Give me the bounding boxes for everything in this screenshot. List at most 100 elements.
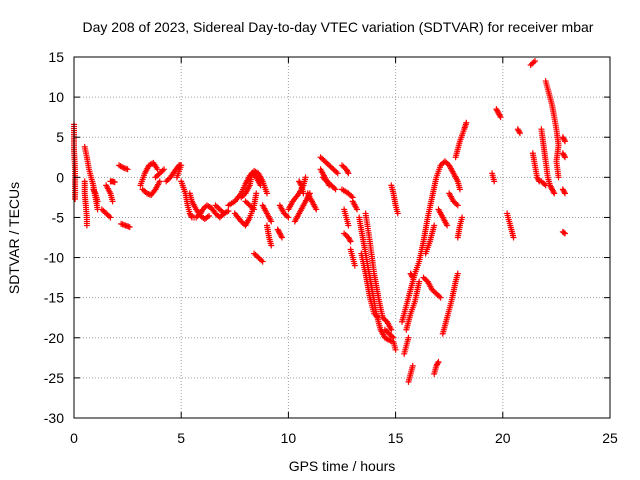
series-arc-ax [422, 222, 438, 257]
data-point [409, 362, 416, 369]
x-tick-label: 15 [388, 430, 404, 446]
data-point [156, 178, 163, 185]
series-arc-k [139, 178, 163, 198]
data-point [463, 119, 470, 126]
grid-lines [74, 57, 610, 418]
series-arc-x [276, 202, 292, 221]
series-arc-aw [420, 274, 444, 301]
series-arc-o [186, 190, 213, 223]
series-arc-bf [493, 106, 504, 121]
data-point [375, 314, 382, 321]
y-tick-labels: -30 -25 -20 -15 -10 -5 0 5 10 15 [44, 49, 64, 426]
data-point [313, 206, 320, 213]
series-arc-f [103, 182, 116, 205]
data-point [561, 230, 568, 237]
data-point [285, 214, 292, 221]
series-arc-be [489, 170, 498, 185]
y-tick-label: 10 [48, 89, 64, 105]
data-point [409, 273, 416, 280]
data-point [516, 130, 523, 137]
y-tick-label: -15 [44, 290, 64, 306]
series-arc-aq [388, 182, 401, 217]
data-point [268, 218, 275, 225]
data-point [431, 222, 438, 229]
data-point [278, 233, 285, 240]
data-point [109, 198, 116, 205]
series-arc-bn [559, 186, 568, 197]
series-arc-n [178, 178, 228, 221]
data-point [278, 234, 285, 241]
data-point [206, 212, 213, 219]
data-point [454, 202, 461, 209]
y-tick-label: -5 [52, 209, 65, 225]
series-arc-am [362, 210, 395, 333]
series-arc-at [401, 334, 412, 357]
data-point [354, 206, 361, 213]
data-point [454, 270, 461, 277]
y-tick-label: -30 [44, 410, 64, 426]
data-point [346, 237, 353, 244]
series-arc-bj [529, 150, 543, 185]
data-point [347, 238, 354, 245]
series-arc-bb [446, 190, 461, 209]
data-point [332, 186, 339, 193]
series-arc-an [358, 250, 382, 321]
data-point [434, 360, 441, 367]
data-point [510, 234, 517, 241]
series-arc-ah [341, 206, 352, 229]
data-point [561, 152, 568, 159]
series-arc-ak [349, 198, 361, 213]
data-point [405, 334, 412, 341]
series-arc-e [98, 206, 114, 221]
series-arc-s [238, 170, 264, 201]
x-tick-label: 20 [495, 430, 511, 446]
data-point [444, 222, 451, 229]
data-point [91, 189, 98, 196]
series-arc-az [435, 206, 451, 229]
data-point [491, 178, 498, 185]
data-point [416, 278, 423, 285]
series-arc-as [403, 278, 423, 333]
data-point [161, 166, 168, 173]
y-tick-label: 15 [48, 49, 64, 65]
data-points [71, 58, 568, 385]
series-arc-i [118, 220, 133, 231]
series-arc-bi [527, 58, 538, 69]
series-arc-ab [296, 178, 307, 197]
series-arc-j [137, 159, 161, 189]
data-point [124, 166, 131, 173]
data-point [268, 242, 275, 249]
data-point [561, 189, 568, 196]
x-tick-label: 10 [281, 430, 297, 446]
data-point [302, 174, 309, 181]
data-point [388, 326, 395, 333]
series-arc-bp [559, 150, 568, 161]
data-point [535, 177, 542, 184]
series-arc-af [319, 174, 339, 193]
data-point [83, 222, 90, 229]
series-arc-ag [339, 186, 356, 201]
series-arc-bh [514, 126, 523, 137]
series-arc-g [107, 178, 118, 186]
series-arc-l [152, 166, 168, 181]
data-point [531, 58, 538, 65]
x-axis-label: GPS time / hours [289, 458, 396, 474]
data-point [251, 206, 258, 213]
series-arc-ac [304, 190, 320, 213]
series-arc-w [263, 222, 275, 249]
data-point [263, 190, 270, 197]
series-arc-bo [559, 134, 568, 145]
series-arc-bd [452, 119, 470, 161]
series-arc-bl [538, 178, 549, 189]
y-tick-label: -20 [44, 330, 64, 346]
series-arc-ap [381, 326, 397, 341]
series-arc-d [90, 186, 101, 205]
data-point [459, 214, 466, 221]
data-point [437, 294, 444, 301]
series-arc-c [81, 178, 90, 229]
data-point [409, 274, 416, 281]
y-tick-label: 0 [56, 169, 64, 185]
data-point [94, 198, 101, 205]
data-point [154, 166, 161, 173]
chart-title: Day 208 of 2023, Sidereal Day-to-day VTE… [83, 19, 594, 35]
